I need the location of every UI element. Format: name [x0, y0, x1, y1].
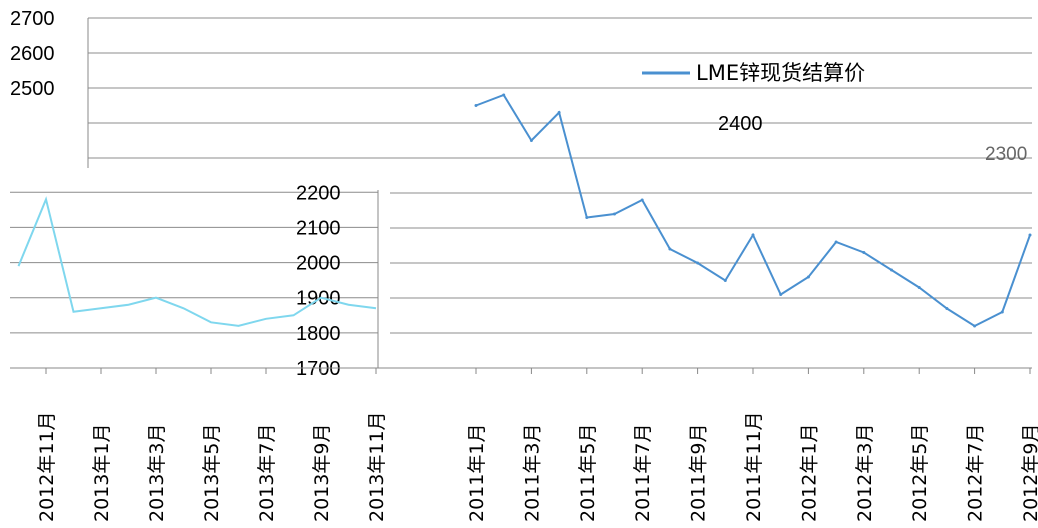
- data-point: [834, 240, 838, 244]
- data-point: [557, 111, 561, 114]
- x-tick-label: 2012年9月: [1020, 424, 1038, 522]
- data-point: [474, 104, 478, 107]
- inset-background: [8, 180, 390, 380]
- data-point: [723, 279, 727, 282]
- main-series: [474, 93, 1032, 328]
- inset-series-line: [17, 196, 377, 327]
- data-point: [585, 216, 589, 219]
- x-tick-label: 2011年3月: [521, 424, 543, 522]
- inset-y-tick-label: 2000: [296, 253, 341, 275]
- data-point: [640, 198, 644, 202]
- data-point: [696, 261, 700, 265]
- inset-series: [17, 196, 377, 327]
- data-point: [668, 247, 672, 251]
- data-point: [945, 307, 949, 310]
- x-tick-label: 2012年1月: [798, 424, 820, 522]
- data-point: [613, 212, 616, 216]
- inset-y-tick-label: 2100: [296, 217, 341, 239]
- x-tick-label: 2013年3月: [146, 424, 168, 522]
- x-tick-label: 2011年1月: [466, 424, 488, 522]
- x-tick-label: 2012年11月: [36, 411, 58, 522]
- data-point: [973, 324, 977, 328]
- x-tick-label: 2011年5月: [577, 424, 599, 522]
- main-y-axis: 2700 2600 2500: [10, 8, 55, 100]
- x-tick-label: 2013年1月: [91, 424, 113, 522]
- legend: LME锌现货结算价: [642, 61, 865, 85]
- x-tick-label: 2012年3月: [854, 424, 876, 522]
- data-point: [862, 251, 866, 254]
- data-point: [529, 139, 533, 142]
- overlay-label-2400: 2400: [718, 113, 763, 135]
- x-tick-label: 2012年5月: [909, 424, 931, 522]
- data-point: [502, 93, 506, 97]
- x-tick-label: 2011年11月: [743, 411, 765, 522]
- inset-y-tick-label: 1700: [296, 358, 341, 380]
- y-tick-label: 2500: [10, 78, 55, 100]
- y-tick-label: 2700: [10, 8, 55, 30]
- x-tick-label: 2013年7月: [256, 424, 278, 522]
- data-point: [890, 268, 893, 272]
- inset-y-tick-label: 2200: [296, 182, 341, 204]
- inset-y-tick-label: 1800: [296, 323, 341, 345]
- data-point: [751, 233, 755, 237]
- data-point: [1000, 310, 1004, 314]
- legend-label: LME锌现货结算价: [696, 61, 865, 85]
- x-tick-label: 2012年7月: [965, 424, 987, 522]
- x-tick-label: 2011年9月: [688, 424, 710, 522]
- x-tick-label: 2013年5月: [201, 424, 223, 522]
- x-tick-label: 2011年7月: [632, 424, 654, 522]
- overlay-label-2300: 2300: [985, 144, 1027, 165]
- x-tick-label: 2013年11月: [366, 411, 388, 522]
- x-axis: 2012年11月 2013年1月 2013年3月 2013年5月 2013年7月 2013…: [36, 368, 1038, 522]
- data-point: [779, 293, 783, 296]
- x-tick-label: 2013年9月: [311, 424, 333, 522]
- data-point: [806, 275, 810, 279]
- y-tick-label: 2600: [10, 43, 55, 65]
- data-point: [1028, 233, 1032, 237]
- data-point: [917, 286, 921, 289]
